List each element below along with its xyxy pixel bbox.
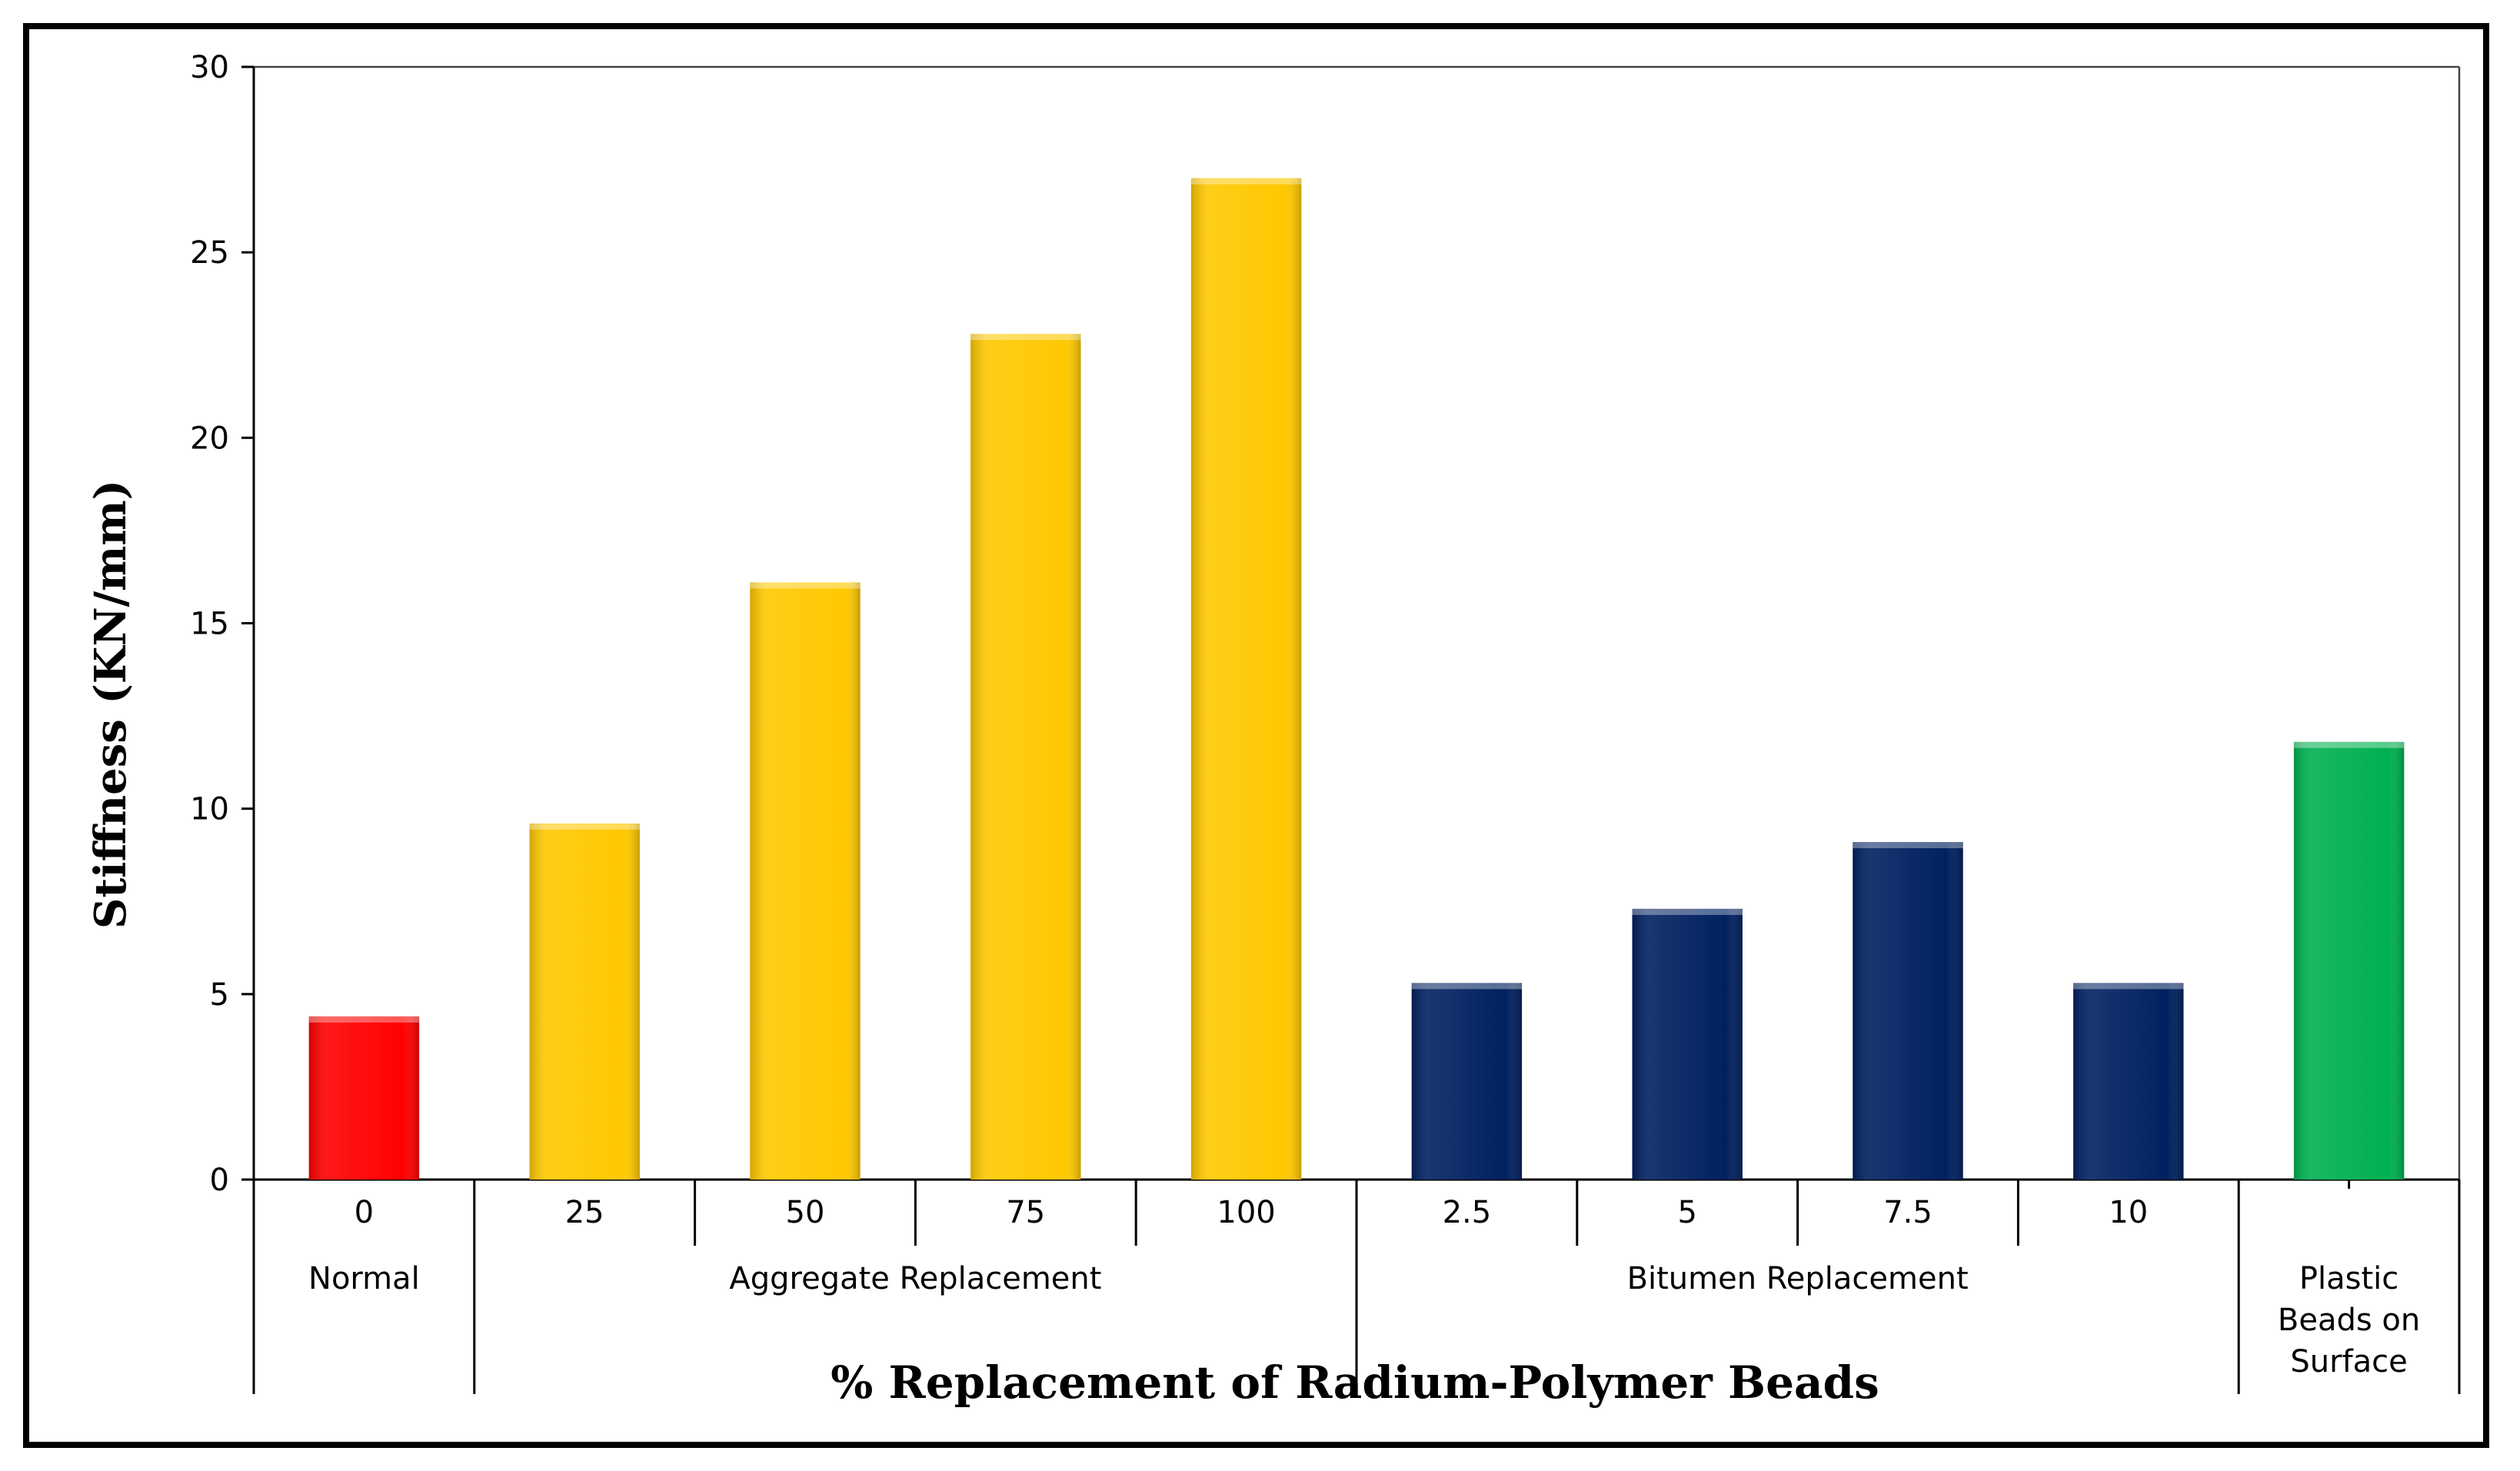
chart-frame: 0 5 10 15 20 25 30 0 25 50 75 100 2.5 5 7.5 10 Normal Agg… — [23, 23, 2489, 1448]
y-tick-label: 5 — [210, 977, 229, 1013]
bar-top-highlight — [1853, 842, 1963, 849]
y-tick-label: 10 — [190, 792, 229, 827]
x-tick-label: 75 — [1006, 1195, 1045, 1230]
bar-chart: 0 5 10 15 20 25 30 0 25 50 75 100 2.5 5 7.5 10 Normal Agg… — [85, 50, 2461, 1409]
bar-top-highlight — [2073, 983, 2184, 990]
bar-top-highlight — [970, 334, 1081, 341]
bar-shade — [308, 1016, 420, 1180]
bar-top-highlight — [308, 1016, 420, 1023]
y-tick-label: 15 — [190, 607, 229, 642]
x-axis-title: % Replacement of Radium-Polymer Beads — [831, 1356, 1879, 1409]
bar-shade — [1632, 908, 1743, 1180]
y-tick-label: 0 — [210, 1163, 229, 1198]
bar-top-highlight — [529, 823, 640, 830]
x-tick-label: 10 — [2109, 1195, 2148, 1230]
x-tick-label: 5 — [1677, 1195, 1696, 1230]
x-tick-label: 2.5 — [1443, 1195, 1492, 1230]
bar-shade — [2293, 741, 2405, 1180]
y-axis-title: Stiffness (KN/mm) — [85, 480, 136, 929]
bar-top-highlight — [1411, 983, 1523, 990]
bar-shade — [970, 334, 1081, 1180]
bar-shade — [1190, 178, 1302, 1180]
bar-top-highlight — [1190, 178, 1302, 185]
group-label: Aggregate Replacement — [729, 1261, 1101, 1296]
bar-top-highlight — [1632, 908, 1743, 915]
y-tick-label: 30 — [190, 50, 229, 85]
plot-area: 0 5 10 15 20 25 30 0 25 50 75 100 2.5 5 7.5 10 Normal Agg… — [190, 50, 2461, 1394]
y-tick-label: 20 — [190, 421, 229, 456]
x-tick-label: 0 — [355, 1195, 374, 1230]
bar-shade — [529, 823, 640, 1180]
bar-top-highlight — [750, 582, 861, 589]
y-tick-label: 25 — [190, 235, 229, 271]
bar-shade — [750, 582, 861, 1180]
x-tick-label: 25 — [565, 1195, 604, 1230]
bar-shade — [1853, 842, 1963, 1180]
bar-shade — [1411, 983, 1523, 1180]
group-label: Plastic Beads on Surface — [2278, 1261, 2420, 1379]
bar-shade — [2073, 983, 2184, 1180]
x-tick-label: 100 — [1217, 1195, 1275, 1230]
group-label: Bitumen Replacement — [1627, 1261, 1969, 1296]
group-label: Normal — [308, 1261, 420, 1296]
x-tick-label: 7.5 — [1883, 1195, 1932, 1230]
bar-top-highlight — [2293, 741, 2405, 748]
x-tick-label: 50 — [786, 1195, 825, 1230]
